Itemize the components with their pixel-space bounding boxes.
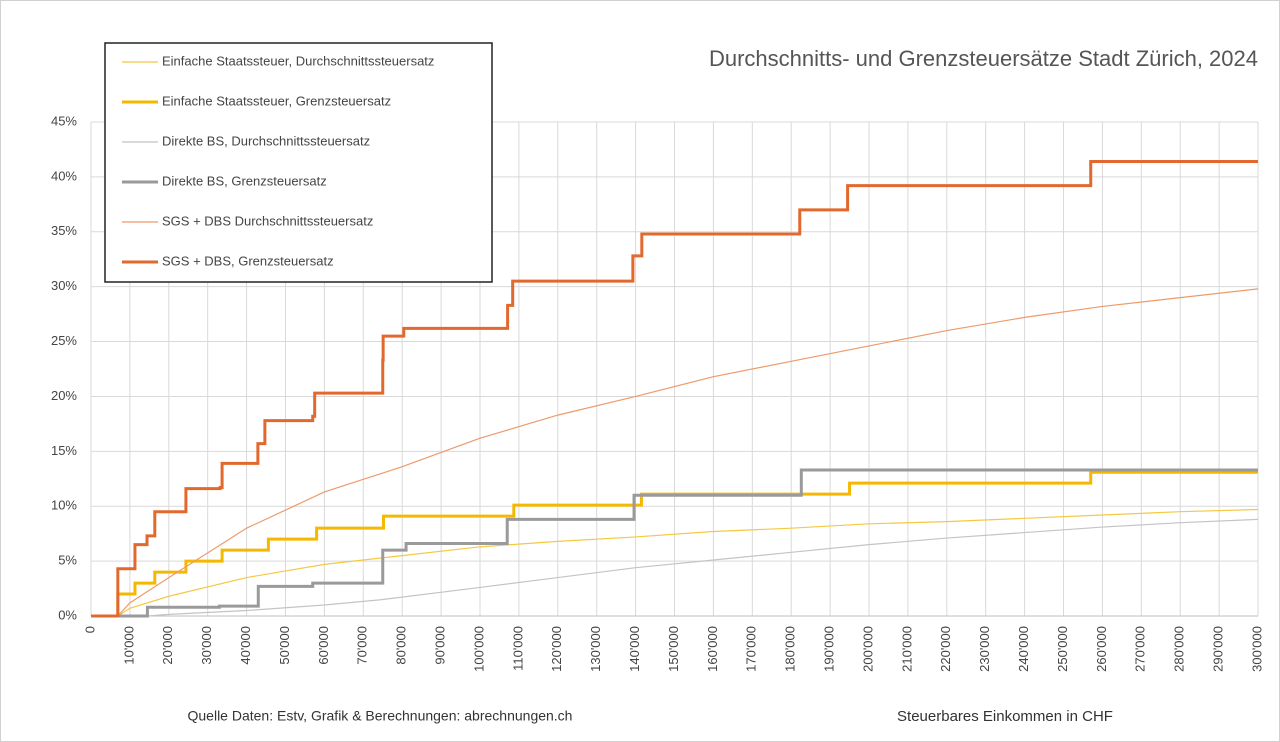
- x-tick-label: 20'000: [160, 626, 175, 665]
- series-line: [91, 518, 1259, 617]
- x-tick-label: 180'000: [783, 626, 798, 672]
- x-axis-label: Steuerbares Einkommen in CHF: [897, 708, 1113, 725]
- x-tick-label: 40'000: [238, 626, 253, 665]
- y-tick-label: 20%: [51, 388, 77, 403]
- y-tick-label: 0%: [58, 607, 77, 622]
- lines: [91, 160, 1259, 618]
- y-tick-label: 10%: [51, 498, 77, 513]
- x-tick-label: 210'000: [899, 626, 914, 672]
- y-tick-label: 5%: [58, 553, 77, 568]
- x-tick-label: 110'000: [510, 626, 525, 671]
- x-tick-label: 160'000: [705, 626, 720, 672]
- x-tick-label: 120'000: [549, 626, 564, 672]
- x-tick-label: 230'000: [977, 626, 992, 672]
- x-tick-label: 150'000: [666, 626, 681, 672]
- x-tick-label: 240'000: [1016, 626, 1031, 672]
- source-note: Quelle Daten: Estv, Grafik & Berechnunge…: [188, 708, 573, 724]
- x-tick-label: 190'000: [822, 626, 837, 672]
- x-tick-label: 200'000: [860, 626, 875, 672]
- y-tick-label: 25%: [51, 333, 77, 348]
- x-tick-label: 140'000: [627, 626, 642, 672]
- y-tick-label: 40%: [51, 168, 77, 183]
- x-tick-label: 0: [82, 626, 97, 633]
- x-tick-label: 130'000: [588, 626, 603, 672]
- series-line: [91, 470, 1258, 618]
- chart-title: Durchschnitts- und Grenzsteuersätze Stad…: [709, 46, 1258, 71]
- legend-label: Einfache Staatssteuer, Durchschnittssteu…: [162, 53, 434, 68]
- x-tick-label: 260'000: [1094, 626, 1109, 672]
- series-line: [91, 160, 1258, 618]
- x-tick-label: 70'000: [355, 626, 370, 665]
- x-tick-label: 50'000: [277, 626, 292, 665]
- x-tick-label: 270'000: [1133, 626, 1148, 672]
- legend-label: Einfache Staatssteuer, Grenzsteuersatz: [162, 93, 391, 108]
- legend-box: [104, 42, 493, 283]
- y-tick-label: 45%: [51, 113, 77, 128]
- x-tick-label: 300'000: [1249, 626, 1264, 672]
- series-line: [91, 468, 1258, 618]
- x-tick-label: 250'000: [1055, 626, 1070, 672]
- x-tick-label: 60'000: [316, 626, 331, 665]
- legend-label: SGS + DBS, Grenzsteuersatz: [162, 253, 334, 268]
- x-tick-label: 30'000: [199, 626, 214, 665]
- legend: Einfache Staatssteuer, Durchschnittssteu…: [104, 42, 493, 283]
- x-tick-label: 170'000: [744, 626, 759, 672]
- y-tick-label: 35%: [51, 223, 77, 238]
- x-tick-label: 100'000: [471, 626, 486, 672]
- x-tick-label: 80'000: [394, 626, 409, 665]
- series-line: [91, 288, 1259, 617]
- x-tick-label: 90'000: [433, 626, 448, 665]
- legend-label: Direkte BS, Durchschnittssteuersatz: [162, 133, 370, 148]
- legend-label: SGS + DBS Durchschnittssteuersatz: [162, 213, 373, 228]
- x-tick-label: 290'000: [1211, 626, 1226, 672]
- y-tick-label: 15%: [51, 443, 77, 458]
- x-tick-label: 220'000: [938, 626, 953, 672]
- legend-label: Direkte BS, Grenzsteuersatz: [162, 173, 327, 188]
- series-line: [91, 508, 1259, 617]
- x-tick-label: 10'000: [121, 626, 136, 665]
- y-tick-label: 30%: [51, 278, 77, 293]
- x-tick-label: 280'000: [1172, 626, 1187, 672]
